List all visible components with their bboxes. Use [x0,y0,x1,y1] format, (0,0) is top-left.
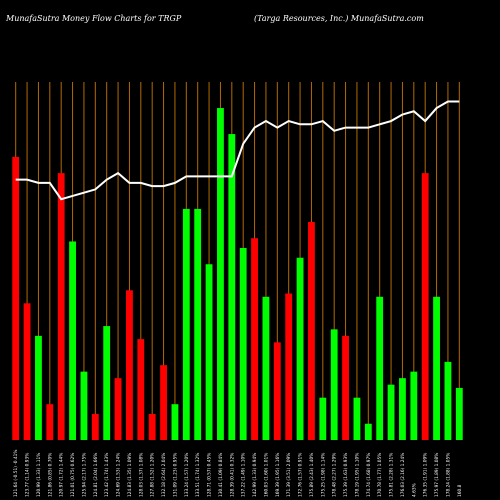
bar [364,423,372,440]
bar [46,404,54,440]
x-tick-label: 169.39 (1.95) 1.16% [275,453,281,497]
bar [57,173,65,441]
x-tick-label: 170.78 (1.77) 1.05% [377,453,383,497]
x-tick-label: 128.39 (0.41) 0.32% [229,453,235,497]
x-tick-label: 176.35 (1.91) 1.09% [423,453,429,497]
bar [342,335,349,440]
price-line [15,100,460,201]
bar [35,335,42,440]
x-tick-label: 174.74 (1.68) 0.97% [366,453,372,497]
bar [308,221,315,440]
x-tick-label: 125.94 (2.17) 1.75% [81,453,87,497]
chart-subtitle: (Targa Resources, Inc.) MunafaSutra.com [254,14,424,23]
x-tick-label: 133.24 (1.57) 1.20% [184,453,190,497]
bar [421,173,429,441]
bar [23,303,31,440]
bar [80,371,88,440]
x-tick-label: 123.42 (1.74) 1.43% [104,453,110,497]
price-line-path [15,100,460,201]
x-tick-label: 131.09 (1.23) 0.95% [172,453,178,497]
x-tick-label: 127.88 (1.52) 1.20% [150,453,156,497]
bar [12,156,20,440]
x-tick-label: 123.77 (1.14) 0.93% [25,453,31,497]
x-tick-label: 124.83 (1.35) 1.09% [127,453,133,497]
bar [444,361,452,440]
x-tick-label: 128.71 (0.57) 0.45% [207,453,213,497]
bar [285,293,293,440]
bar-series [12,108,463,441]
bar [319,397,327,440]
bar [194,208,202,440]
x-tick-label: 128.03 (1.37) 1.08% [138,453,144,497]
bar [376,296,384,440]
bar [126,290,133,440]
bar [251,238,258,440]
bar [171,404,179,440]
bar [239,247,247,440]
x-tick-label: 130.41 (1.09) 0.84% [218,453,224,497]
x-tick-label: 178.24 (1.88) 1.05% [445,453,451,497]
bar [114,378,122,440]
x-tick-label: 124.69 (1.53) 1.24% [116,453,122,497]
bar [217,108,224,440]
chart-title: MunafaSutra Money Flow Charts for TRGP [6,14,182,23]
x-tick-label: 133.51 (1.74) 1.32% [195,453,201,497]
x-tick-label: 137.22 (1.49) 1.10% [241,453,247,497]
x-tick-label: 175.81 (2.28) 1.31% [389,453,395,497]
bar [387,384,395,440]
bar [433,296,440,440]
bar [205,264,213,440]
bar [353,397,361,440]
bar [410,371,418,440]
x-tick-label: 142.99 (1.33) 0.94% [252,453,258,497]
x-tick-label: 175.97 (1.89) 1.08% [434,453,440,497]
bar [296,257,304,440]
x-tick-label: 175.25 (1.98) 1.14% [320,453,326,497]
bar [69,241,76,440]
bar [91,413,99,440]
x-tick-label: 120.97 (1.72) 1.44% [59,453,65,497]
x-tick-label: 175.89 (2.43) 1.40% [309,453,315,497]
x-tick-label: 121.64 (-0.51) -0.41% [13,450,19,497]
x-tick-label: 171.39 (3.51) 2.09% [286,453,292,497]
x-tick-label: 4.63% [411,483,417,497]
x-tick-label: 160.03 (1.60) 1.01% [263,453,269,497]
x-tick-label: 178.48 (2.27) 1.29% [332,453,338,497]
x-tick-label: 178.19 (1.95) 1.10% [354,453,360,497]
x-tick-label: 121.86 (0.85) 0.70% [47,453,53,497]
x-tick-label: 132.18 (2.64) 2.04% [161,453,167,497]
chart-header: MunafaSutra Money Flow Charts for TRGP (… [0,14,500,30]
x-tick-label: 175.39 (1.63) 0.93% [343,453,349,497]
bar [182,208,190,440]
x-tick-label: 120.99 (1.33) 1.11% [36,453,42,497]
x-tick-label: 176.03 (2.16) 1.24% [400,453,406,497]
x-axis-labels: 121.64 (-0.51) -0.41% 123.77 (1.14) 0.93%… [13,450,463,497]
x-tick-label: 160.8 [457,484,463,497]
bar [273,342,281,440]
bar [455,387,463,440]
x-tick-label: 172.76 (1.57) 0.91% [298,453,304,497]
bar [228,134,236,440]
x-tick-label: 124.81 (2.04) 1.66% [93,453,99,497]
bar [148,413,156,440]
bar [103,326,111,440]
bar [137,339,145,440]
bar [330,329,338,440]
bar [160,365,167,440]
bar [399,378,406,440]
bar [262,296,270,440]
x-tick-label: 121.01 (0.75) 0.62% [70,453,76,497]
